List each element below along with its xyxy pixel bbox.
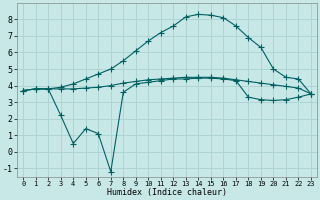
X-axis label: Humidex (Indice chaleur): Humidex (Indice chaleur) <box>107 188 227 197</box>
